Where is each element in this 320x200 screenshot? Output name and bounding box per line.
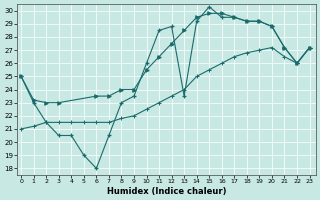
X-axis label: Humidex (Indice chaleur): Humidex (Indice chaleur) bbox=[107, 187, 226, 196]
